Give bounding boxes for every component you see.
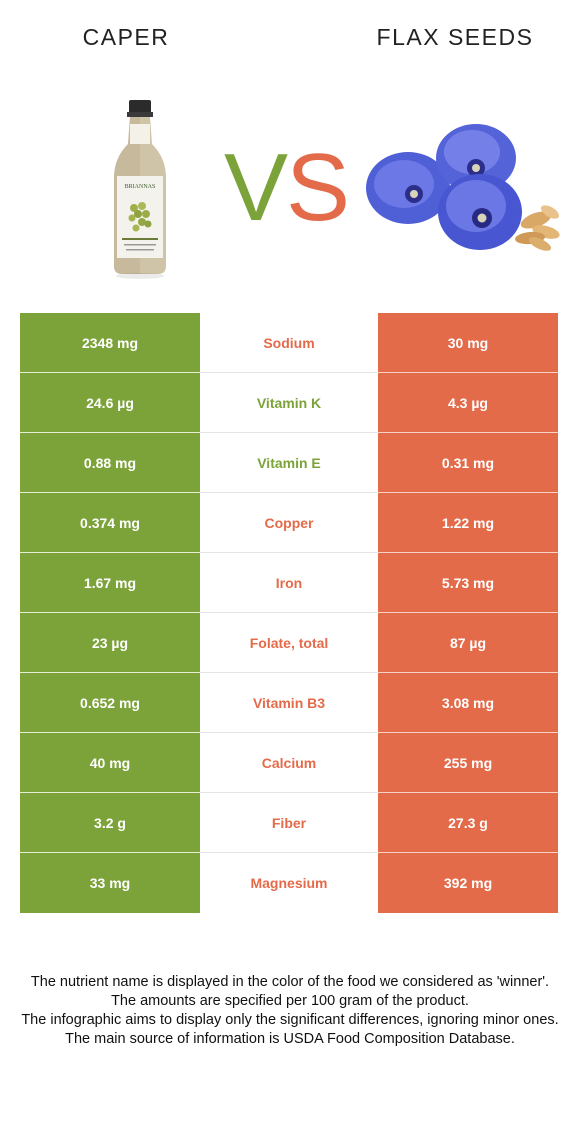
bottle-label-text: BRIANNAS	[125, 184, 156, 190]
table-row: 33 mg Magnesium 392 mg	[20, 853, 558, 913]
versus-mark: V S	[224, 140, 350, 230]
flax-flower-1	[366, 152, 450, 224]
right-value-cell: 0.31 mg	[378, 433, 558, 493]
table-row: 1.67 mg Iron 5.73 mg	[20, 553, 558, 613]
nutrient-name-cell: Sodium	[200, 313, 378, 373]
caper-bottle-image: BRIANNAS	[114, 100, 166, 279]
table-row: 0.88 mg Vitamin E 0.31 mg	[20, 433, 558, 493]
nutrient-name-cell: Copper	[200, 493, 378, 553]
comparison-table: 2348 mg Sodium 30 mg 24.6 µg Vitamin K 4.3 µg…	[20, 313, 558, 913]
nutrient-name-cell: Calcium	[200, 733, 378, 793]
footer-notes: The nutrient name is displayed in the co…	[16, 973, 564, 1049]
right-value-cell: 3.08 mg	[378, 673, 558, 733]
nutrient-name-cell: Vitamin E	[200, 433, 378, 493]
nutrient-name-cell: Vitamin K	[200, 373, 378, 433]
left-value-cell: 0.374 mg	[20, 493, 200, 553]
left-value-cell: 0.88 mg	[20, 433, 200, 493]
left-value-cell: 2348 mg	[20, 313, 200, 373]
footer-line-1: The nutrient name is displayed in the co…	[30, 974, 550, 990]
nutrient-name-cell: Fiber	[200, 793, 378, 853]
table-row: 0.374 mg Copper 1.22 mg	[20, 493, 558, 553]
right-value-cell: 5.73 mg	[378, 553, 558, 613]
right-value-cell: 87 µg	[378, 613, 558, 673]
table-row: 24.6 µg Vitamin K 4.3 µg	[20, 373, 558, 433]
right-value-cell: 30 mg	[378, 313, 558, 373]
table-row: 0.652 mg Vitamin B3 3.08 mg	[20, 673, 558, 733]
right-value-cell: 1.22 mg	[378, 493, 558, 553]
left-value-cell: 24.6 µg	[20, 373, 200, 433]
left-value-cell: 0.652 mg	[20, 673, 200, 733]
left-food-title: CAPER	[82, 24, 170, 50]
flax-flower-3	[438, 174, 522, 250]
right-value-cell: 255 mg	[378, 733, 558, 793]
right-value-cell: 27.3 g	[378, 793, 558, 853]
table-row: 40 mg Calcium 255 mg	[20, 733, 558, 793]
vs-right-letter: S	[286, 140, 350, 230]
table-row: 3.2 g Fiber 27.3 g	[20, 793, 558, 853]
table-row: 23 µg Folate, total 87 µg	[20, 613, 558, 673]
footer-line-3: The infographic aims to display only the…	[21, 1012, 559, 1028]
footer-line-2: The amounts are specified per 100 gram o…	[111, 993, 469, 1009]
nutrient-name-cell: Iron	[200, 553, 378, 613]
nutrient-name-cell: Magnesium	[200, 853, 378, 913]
left-value-cell: 23 µg	[20, 613, 200, 673]
nutrient-name-cell: Vitamin B3	[200, 673, 378, 733]
vs-left-letter: V	[224, 140, 288, 230]
right-value-cell: 392 mg	[378, 853, 558, 913]
flax-seeds-pile	[515, 205, 560, 251]
left-value-cell: 1.67 mg	[20, 553, 200, 613]
flax-seeds-image	[366, 124, 560, 251]
left-value-cell: 3.2 g	[20, 793, 200, 853]
right-value-cell: 4.3 µg	[378, 373, 558, 433]
table-row: 2348 mg Sodium 30 mg	[20, 313, 558, 373]
right-food-title: FLAX SEEDS	[376, 24, 534, 50]
footer-line-4: The main source of information is USDA F…	[65, 1031, 515, 1047]
left-value-cell: 40 mg	[20, 733, 200, 793]
left-value-cell: 33 mg	[20, 853, 200, 913]
flax-flower-2	[436, 124, 516, 192]
nutrient-name-cell: Folate, total	[200, 613, 378, 673]
